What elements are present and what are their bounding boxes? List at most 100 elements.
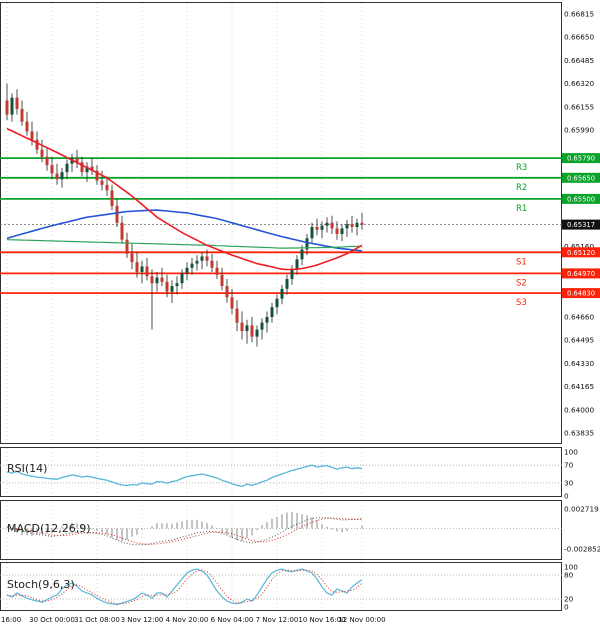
time-tick-label: 12 Nov 00:00 [338, 616, 386, 624]
candle-up [345, 224, 349, 229]
price-tick-label: 0.65160 [564, 242, 595, 251]
candle-up [255, 329, 259, 337]
candle-down [130, 253, 134, 263]
candle-up [60, 172, 64, 180]
candle-down [50, 165, 54, 174]
candle-up [280, 288, 284, 299]
candle-up [65, 163, 69, 173]
stoch-k-line [6, 568, 363, 606]
candle-up [340, 228, 344, 234]
time-tick-label: 10 Nov 16:00 [298, 616, 346, 624]
rsi-tick-label: 0 [564, 492, 569, 501]
level-name-R1: R1 [516, 204, 527, 214]
candle-up [170, 286, 174, 292]
price-tick-label: 0.64495 [564, 336, 594, 345]
time-tick-label: 31 Oct 08:00 [74, 616, 120, 624]
stoch-d-line [6, 569, 363, 605]
candle-down [215, 267, 219, 275]
candle-down [330, 222, 334, 229]
rsi-line [6, 464, 363, 487]
level-name-S1: S1 [516, 257, 527, 267]
macd-signal-line [6, 517, 363, 545]
candle-down [350, 224, 354, 227]
candle-up [305, 238, 309, 250]
candle-down [90, 166, 94, 171]
candle-down [95, 170, 99, 181]
candle-up [290, 269, 294, 279]
vertical-gridlines [6, 448, 363, 496]
candle-down [360, 222, 364, 225]
rsi-indicator-label: RSI(14) [7, 462, 48, 475]
candle-up [185, 267, 189, 274]
macd-panel-canvas: 0.002719 -0.002852 [0, 500, 600, 560]
candle-up [195, 260, 199, 264]
rsi-panel-border [0, 447, 562, 497]
candle-down [235, 308, 239, 323]
candle-down [210, 260, 214, 268]
candle-down [15, 97, 19, 109]
candle-down [80, 162, 84, 173]
candle-up [275, 298, 279, 308]
price-tick-label: 0.63835 [564, 429, 594, 438]
candle-down [150, 276, 154, 284]
candle-up [10, 97, 14, 115]
price-tick-label: 0.66320 [564, 79, 595, 88]
rsi-panel-canvas: 100 70 30 0 [0, 447, 578, 501]
candle-down [205, 256, 209, 261]
candle-up [85, 166, 89, 173]
stoch-tick-label: 0 [564, 603, 569, 612]
price-tick-label: 0.64330 [564, 359, 595, 368]
level-price-value: 0.65650 [567, 174, 595, 182]
candle-up [265, 317, 269, 323]
time-tick-label: 6 Nov 04:00 [210, 616, 254, 624]
time-tick-label: 3 Nov 12:00 [120, 616, 164, 624]
macd-max-label: 0.002719 [564, 505, 599, 514]
candle-down [250, 325, 254, 337]
candle-down [105, 184, 109, 191]
level-price-box [562, 288, 600, 299]
stoch-tick-label: 20 [564, 595, 574, 604]
candle-down [20, 108, 24, 122]
macd-line [6, 517, 363, 546]
candle-down [30, 131, 34, 140]
price-tick-label: 0.66650 [564, 33, 595, 42]
time-tick-label: 16:00 [1, 616, 22, 624]
price-tick-label: 0.64660 [564, 313, 595, 322]
price-tick-label: 0.65990 [564, 126, 595, 135]
candle-up [270, 307, 274, 317]
candle-down [125, 239, 129, 254]
level-price-box [562, 247, 600, 258]
level-price-box [562, 172, 600, 183]
candle-up [180, 273, 184, 284]
candle-up [190, 263, 194, 268]
candle-up [140, 266, 144, 272]
time-axis: 16:00 30 Oct 00:00 31 Oct 08:00 3 Nov 12:00… [0, 612, 600, 634]
candle-up [310, 227, 314, 239]
level-name-R3: R3 [516, 163, 527, 173]
ma-red-line [6, 127, 363, 271]
candle-up [300, 249, 304, 260]
candle-down [5, 100, 9, 115]
candle-up [320, 225, 324, 230]
level-price-box [562, 268, 600, 279]
level-price-box [562, 193, 600, 204]
price-tick-label: 0.66155 [564, 102, 594, 111]
candle-up [295, 259, 299, 270]
level-price-value: 0.65790 [567, 155, 595, 163]
level-price-value: 0.65120 [567, 249, 595, 257]
candle-down [165, 281, 169, 292]
candle-up [175, 283, 179, 286]
level-price-value: 0.65500 [567, 196, 595, 204]
last-price-value: 0.65317 [567, 221, 595, 229]
candle-down [225, 286, 229, 298]
price-panel-border [0, 2, 562, 444]
candle-up [245, 325, 249, 331]
candle-down [145, 266, 149, 277]
price-tick-label: 0.64000 [564, 405, 595, 414]
price-tick-label: 0.66815 [564, 10, 594, 19]
time-tick-label: 30 Oct 00:00 [29, 616, 75, 624]
candle-down [230, 297, 234, 309]
candle-down [120, 222, 124, 240]
